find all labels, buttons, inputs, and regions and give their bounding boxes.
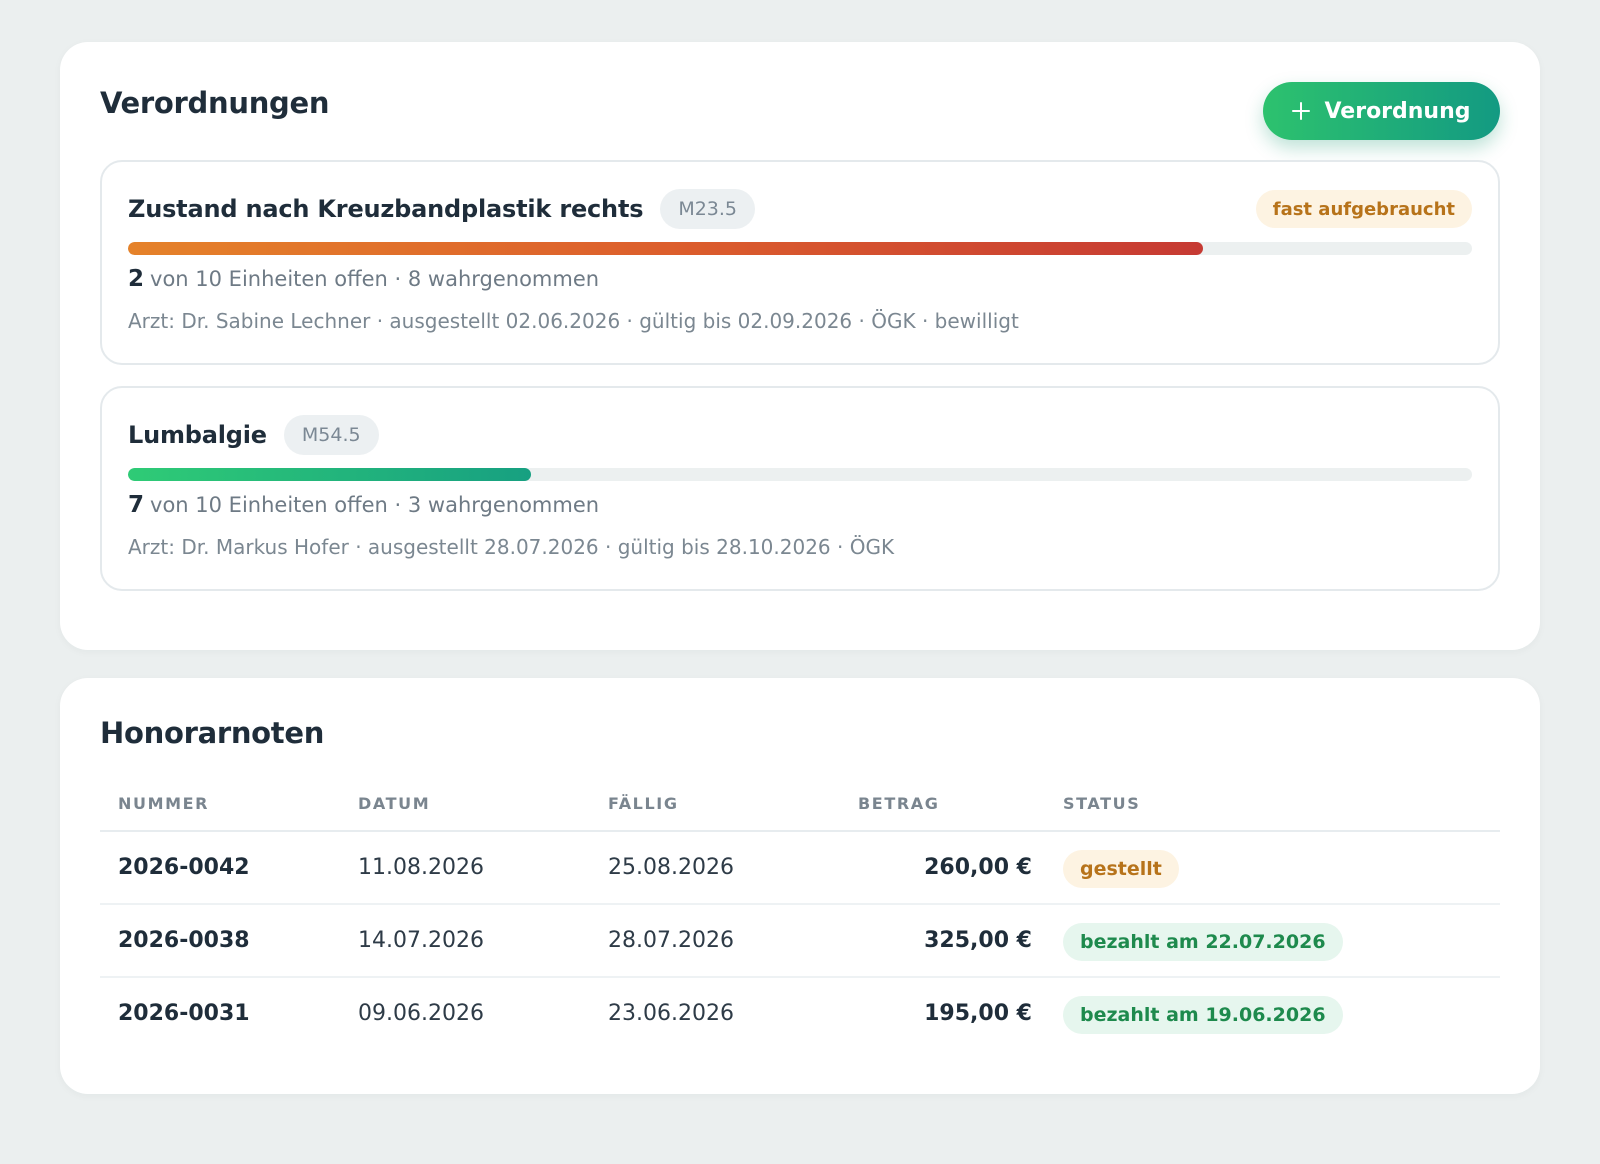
invoice-due-date: 28.07.2026 — [608, 928, 734, 953]
invoice-amount: 195,00 € — [924, 1001, 1032, 1026]
status-badge: bezahlt am 22.07.2026 — [1063, 923, 1343, 961]
honorarnoten-card: Honorarnoten NUMMER DATUM FÄLLIG BETRAG … — [60, 678, 1540, 1094]
units-text: von 10 Einheiten offen · 3 wahrgenommen — [150, 493, 600, 517]
units-open-count: 7 — [128, 492, 145, 518]
verordnung-meta: Arzt: Dr. Sabine Lechner · ausgestellt 0… — [128, 309, 1019, 333]
invoice-number: 2026-0042 — [118, 855, 250, 880]
invoice-amount: 260,00 € — [924, 855, 1032, 880]
invoice-date: 14.07.2026 — [358, 928, 484, 953]
units-progress-bar — [128, 242, 1472, 255]
diagnosis-code-badge: M54.5 — [283, 415, 379, 455]
verordnung-header: Lumbalgie M54.5 — [128, 414, 1472, 456]
add-verordnung-button[interactable]: Verordnung — [1263, 82, 1500, 140]
add-verordnung-label: Verordnung — [1324, 98, 1471, 124]
column-header-datum[interactable]: DATUM — [358, 794, 431, 813]
units-summary: 7 von 10 Einheiten offen · 3 wahrgenomme… — [128, 492, 599, 518]
units-progress-bar — [128, 468, 1472, 481]
verordnungen-card: Verordnungen Verordnung Zustand nach Kre… — [60, 42, 1540, 650]
invoice-date: 09.06.2026 — [358, 1001, 484, 1026]
plus-icon — [1292, 102, 1311, 120]
invoice-date: 11.08.2026 — [358, 855, 484, 880]
verordnung-title: Lumbalgie — [128, 421, 267, 449]
table-row[interactable]: 2026-0031 09.06.2026 23.06.2026 195,00 €… — [100, 978, 1500, 1051]
verordnungen-title: Verordnungen — [100, 86, 330, 120]
column-header-nummer[interactable]: NUMMER — [118, 794, 210, 813]
verordnung-item[interactable]: Lumbalgie M54.5 7 von 10 Einheiten offen… — [100, 386, 1500, 591]
column-header-status[interactable]: STATUS — [1063, 794, 1141, 813]
verordnung-item[interactable]: Zustand nach Kreuzbandplastik rechts M23… — [100, 160, 1500, 365]
verordnung-meta: Arzt: Dr. Markus Hofer · ausgestellt 28.… — [128, 535, 895, 559]
invoice-number: 2026-0031 — [118, 1001, 250, 1026]
honorarnoten-table: NUMMER DATUM FÄLLIG BETRAG STATUS 2026-0… — [100, 776, 1500, 1051]
invoice-due-date: 25.08.2026 — [608, 855, 734, 880]
units-progress-fill — [128, 468, 532, 481]
status-badge: fast aufgebraucht — [1255, 190, 1472, 228]
status-badge: bezahlt am 19.06.2026 — [1063, 996, 1343, 1034]
column-header-betrag[interactable]: BETRAG — [858, 794, 940, 813]
invoice-amount: 325,00 € — [924, 928, 1032, 953]
status-badge: gestellt — [1063, 850, 1179, 888]
table-header: NUMMER DATUM FÄLLIG BETRAG STATUS — [100, 776, 1500, 832]
honorarnoten-title: Honorarnoten — [100, 716, 325, 750]
units-open-count: 2 — [128, 266, 145, 292]
units-text: von 10 Einheiten offen · 8 wahrgenommen — [150, 267, 600, 291]
verordnung-title: Zustand nach Kreuzbandplastik rechts — [128, 195, 644, 223]
units-summary: 2 von 10 Einheiten offen · 8 wahrgenomme… — [128, 266, 599, 292]
diagnosis-code-badge: M23.5 — [660, 189, 756, 229]
table-row[interactable]: 2026-0042 11.08.2026 25.08.2026 260,00 €… — [100, 832, 1500, 905]
invoice-number: 2026-0038 — [118, 928, 250, 953]
units-progress-fill — [128, 242, 1204, 255]
column-header-faellig[interactable]: FÄLLIG — [608, 794, 679, 813]
verordnung-header: Zustand nach Kreuzbandplastik rechts M23… — [128, 188, 1472, 230]
table-row[interactable]: 2026-0038 14.07.2026 28.07.2026 325,00 €… — [100, 905, 1500, 978]
invoice-due-date: 23.06.2026 — [608, 1001, 734, 1026]
